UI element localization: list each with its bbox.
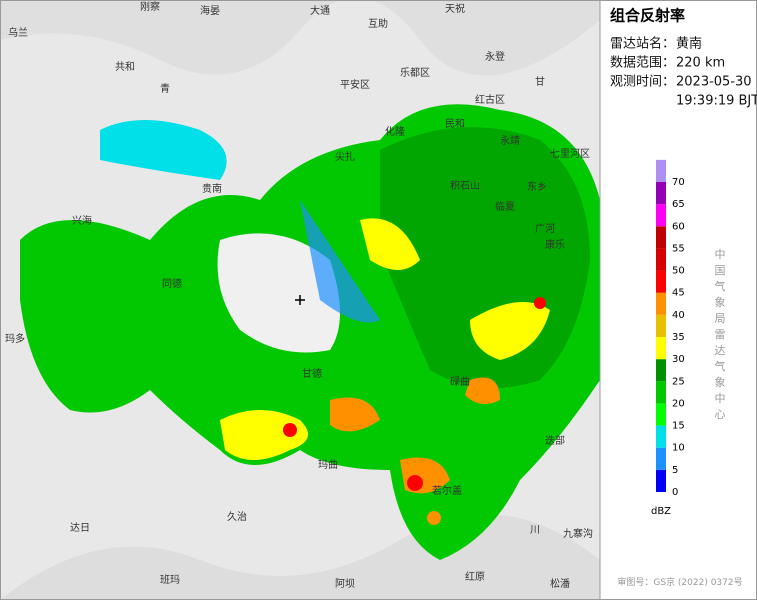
colorbar-tick-label: 60 (672, 221, 685, 232)
color-swatch (656, 359, 666, 382)
colorbar-tick-label: 30 (672, 354, 685, 365)
credit-char: 心 (715, 408, 726, 421)
colorbar-tick-label: 55 (672, 243, 685, 254)
place-label: 平安区 (340, 78, 370, 91)
credit-char: 气 (715, 279, 726, 293)
place-label: 乐都区 (400, 67, 430, 79)
place-label: 刚察 (140, 0, 160, 13)
place-label: 广河 (535, 223, 555, 235)
colorbar-tick-label: 5 (672, 465, 678, 476)
place-label: 玛曲 (318, 459, 338, 471)
color-swatch (656, 292, 666, 315)
colorbar-tick-label: 20 (672, 398, 685, 409)
place-label: 阿坝 (335, 578, 355, 590)
place-label: 红原 (465, 570, 485, 583)
credit-char: 中 (715, 392, 726, 405)
color-swatch (656, 403, 666, 426)
place-label: 互助 (368, 17, 388, 30)
info-label: 数据范围： (610, 56, 675, 71)
colorbar-tick-label: 35 (672, 332, 685, 343)
color-swatch (656, 447, 666, 470)
colorbar-tick-label: 0 (672, 487, 678, 498)
place-label: 松潘 (550, 577, 570, 590)
place-label: 红古区 (475, 93, 505, 106)
place-label: 化隆 (385, 125, 405, 138)
color-swatch (656, 425, 666, 448)
colorbar-tick-label: 65 (672, 199, 685, 210)
colorbar-tick-label: 25 (672, 376, 685, 387)
info-label: 观测时间： (610, 75, 675, 90)
color-swatch (656, 182, 666, 205)
colorbar-tick-label: 45 (672, 288, 685, 299)
footer: 审图号：GS京 (2022) 0372号 (617, 576, 742, 588)
info-label: 雷达站名： (610, 36, 675, 52)
color-swatch (656, 159, 666, 182)
place-label: 达日 (70, 522, 90, 534)
place-label: 迭部 (545, 434, 565, 447)
place-label: 大通 (310, 4, 330, 17)
place-label: 东乡 (527, 180, 547, 193)
panel-title: 组合反射率 (610, 7, 685, 25)
credit-char: 象 (715, 376, 726, 389)
place-label: 久治 (227, 510, 247, 523)
place-label: 玛多 (5, 332, 25, 345)
place-label: 甘德 (302, 367, 322, 380)
place-label: 若尔盖 (432, 484, 462, 497)
place-label: 川 (530, 525, 540, 536)
place-label: 康乐 (545, 238, 565, 251)
place-label: 七里河区 (550, 148, 590, 160)
place-label: 海晏 (200, 4, 220, 17)
credit-char: 局 (715, 312, 726, 325)
colorbar-tick-label: 15 (672, 421, 685, 432)
place-label: 贵南 (202, 182, 222, 195)
place-label: 碌曲 (450, 376, 470, 388)
credit-char: 达 (715, 344, 726, 357)
place-label: 天祝 (445, 2, 465, 15)
radar-site (295, 295, 305, 305)
credit-char: 气 (715, 359, 726, 373)
place-label: 民和 (445, 118, 465, 130)
place-label: 乌兰 (8, 26, 28, 39)
place-label: 永靖 (500, 134, 520, 147)
colorbar-tick-label: 50 (672, 266, 685, 277)
color-swatch (656, 469, 666, 492)
radar-echo (20, 104, 600, 561)
colorbar-tick-label: 40 (672, 310, 685, 321)
place-label: 积石山 (450, 180, 480, 192)
credit: 中国气象局雷达气象中心 (715, 248, 726, 421)
credit-char: 雷 (715, 328, 726, 341)
info-value: 19:39:19 BJT (676, 94, 757, 109)
place-label: 临夏 (495, 200, 515, 213)
color-swatch (656, 226, 666, 249)
color-swatch (656, 337, 666, 360)
place-label: 九寨沟 (563, 527, 593, 540)
color-swatch (656, 248, 666, 271)
colorbar: 0 5 10 15 20 25 30 35 40 45 50 55 60 65 70 (656, 159, 685, 498)
place-label: 兴海 (72, 214, 92, 227)
info-value: 2023-05-30 (676, 75, 752, 90)
place-label: 青 (160, 82, 170, 95)
info-value: 黄南 (676, 36, 702, 52)
color-swatch (656, 270, 666, 293)
credit-char: 中 (715, 248, 726, 261)
color-swatch (656, 204, 666, 227)
color-swatch (656, 381, 666, 404)
place-label: 班玛 (160, 574, 180, 586)
credit-char: 国 (715, 264, 726, 277)
place-label: 同德 (162, 277, 182, 290)
credit-char: 象 (715, 296, 726, 309)
place-label: 甘 (535, 75, 545, 88)
place-label: 共和 (115, 61, 135, 73)
place-label: 永登 (485, 50, 505, 63)
colorbar-unit: dBZ (651, 506, 671, 517)
place-label: 尖扎 (335, 150, 355, 163)
colorbar-tick-label: 10 (672, 443, 685, 454)
color-swatch (656, 314, 666, 337)
info-value: 220 km (676, 56, 725, 71)
colorbar-tick-label: 70 (672, 177, 685, 188)
